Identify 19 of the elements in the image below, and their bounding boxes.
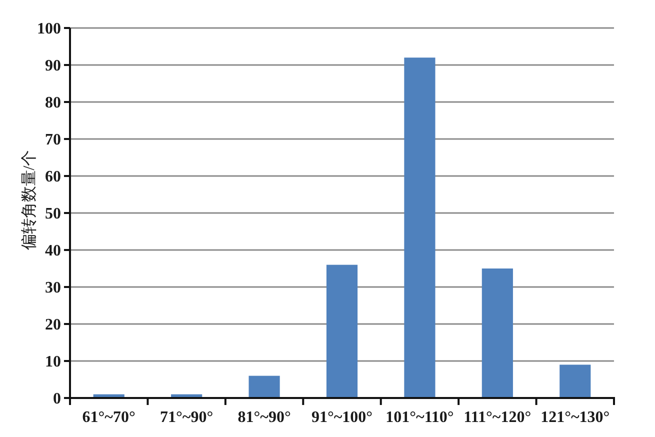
y-tick-label: 40 xyxy=(45,242,61,260)
y-tick-label: 20 xyxy=(45,316,61,334)
x-tick-label: 81°~90° xyxy=(238,409,291,426)
x-tick-label: 71°~90° xyxy=(160,409,214,426)
y-tick-label: 80 xyxy=(45,94,61,112)
x-tick-label: 111°~120° xyxy=(464,409,532,426)
y-axis-title: 偏转角数量/个 xyxy=(20,150,38,250)
x-tick-label: 91°~100° xyxy=(311,409,373,426)
y-tick-label: 100 xyxy=(37,20,61,38)
x-tick-label: 121°~130° xyxy=(540,409,610,426)
y-tick-label: 0 xyxy=(53,390,61,408)
y-tick-label: 90 xyxy=(45,58,61,74)
y-tick-label: 10 xyxy=(45,354,61,370)
y-tick-label: 70 xyxy=(45,132,61,148)
y-tick-label: 50 xyxy=(45,206,61,222)
x-tick-label: 101°~110° xyxy=(386,409,454,426)
y-tick-label: 30 xyxy=(45,280,61,296)
y-tick-label: 60 xyxy=(45,168,61,186)
x-tick-label: 61°~70° xyxy=(82,409,136,426)
